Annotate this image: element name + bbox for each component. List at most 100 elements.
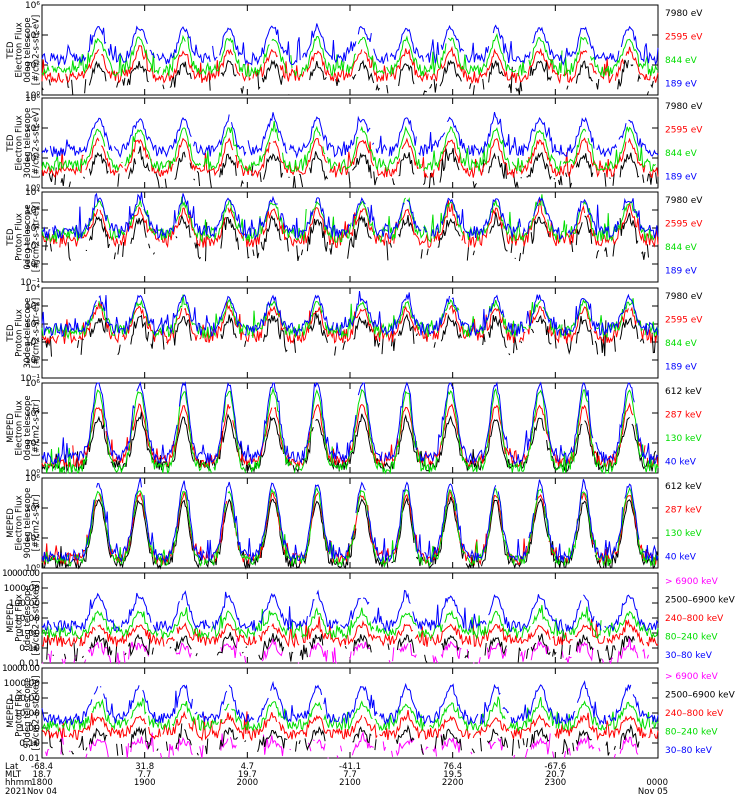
y-axis-label-line: [#/cm2-s-str] <box>32 495 42 552</box>
y-axis-label-line: Electron Flux <box>15 495 25 550</box>
hhmm-value: 1900 <box>134 778 156 788</box>
lat-value: -68.4 <box>31 762 53 772</box>
legend-entry: 287 keV <box>665 506 702 516</box>
legend-entry: 130 keV <box>665 434 702 444</box>
legend-entry: 40 keV <box>665 458 697 468</box>
y-tick-label: 0.10 <box>19 739 40 749</box>
y-axis-label-line: [#/cm2-s-str-eV] <box>32 108 42 178</box>
legend-entry: 2595 eV <box>665 126 703 136</box>
panel-8: 0.01 0.10 1.00 10.00 100.00 1000.00 10000.00 ME… <box>2 664 736 764</box>
legend-entry: 189 eV <box>665 80 698 90</box>
y-axis-label-line: Electron Flux <box>15 115 25 170</box>
legend-entry: 287 keV <box>665 411 702 421</box>
series-line <box>41 290 659 338</box>
y-axis-label-line: [#/cm2-s-str-eV] <box>32 202 42 272</box>
legend-entry: 189 eV <box>665 363 698 373</box>
series-line <box>41 710 659 742</box>
y-axis-label-line: 30deg telescope <box>23 108 33 179</box>
y-axis-label-line: MEPED <box>6 698 16 728</box>
hhmm-value: 2000 <box>237 778 259 788</box>
legend-entry: 189 eV <box>665 173 698 183</box>
legend-entry: 7980 eV <box>665 9 703 19</box>
y-tick-label: 0.10 <box>19 644 40 654</box>
y-tick-label: 1.00 <box>19 724 40 734</box>
y-tick-label: 100.00 <box>9 694 40 704</box>
y-axis-label-line: TED <box>6 324 16 343</box>
x-axis-row-label: Lat <box>5 762 19 772</box>
series-line <box>48 146 658 189</box>
legend-entry: 80–240 keV <box>665 728 718 738</box>
series-line <box>41 477 659 564</box>
y-axis-label-line: [#/cm2-s-str-keV] <box>32 676 42 751</box>
legend-entry: 612 keV <box>665 387 702 397</box>
y-tick-label: 10² <box>25 534 40 544</box>
x-axis-row-label: hhmm <box>5 778 32 788</box>
legend-entry: 2500–6900 keV <box>665 691 736 701</box>
y-tick-label: 10⁶ <box>25 474 40 484</box>
legend-entry: 2500–6900 keV <box>665 596 736 606</box>
legend-entry: 844 eV <box>665 149 698 159</box>
y-axis-label-line: 0deg telescope <box>23 204 33 269</box>
y-tick-label: 10⁰ <box>25 469 40 479</box>
hhmm-value: 2200 <box>442 778 464 788</box>
legend-entry: > 6900 keV <box>665 577 719 587</box>
date-end: Nov 05 <box>638 787 668 797</box>
y-axis-label-line: 0deg telescope <box>23 585 33 650</box>
y-tick-label: 10² <box>25 61 40 71</box>
legend-entry: 612 keV <box>665 482 702 492</box>
lat-value: 31.8 <box>135 762 154 772</box>
lat-value: -67.6 <box>544 762 566 772</box>
lat-value: 4.7 <box>241 762 255 772</box>
legend-entry: 7980 eV <box>665 196 703 206</box>
y-tick-label: 10² <box>25 320 40 330</box>
lat-value: -41.1 <box>339 762 361 772</box>
series-line <box>41 381 659 466</box>
y-tick-label: 10³ <box>25 302 40 312</box>
y-axis-label-line: MEPED <box>6 413 16 443</box>
y-tick-label: 10.00 <box>14 709 40 719</box>
legend-entry: 240–800 keV <box>665 614 724 624</box>
legend-entry: 30–80 keV <box>665 651 713 661</box>
legend-entry: 844 eV <box>665 339 698 349</box>
y-axis-label-line: 90deg telescope <box>23 678 33 749</box>
series-line <box>42 412 658 472</box>
mlt-value: 7.7 <box>343 770 357 780</box>
y-tick-label: 10² <box>25 154 40 164</box>
y-tick-label: 10¹ <box>25 338 40 348</box>
y-axis-label-line: [#/cm2-s-str-eV] <box>32 15 42 85</box>
series-line <box>41 23 659 67</box>
y-tick-label: 10² <box>25 439 40 449</box>
legend-entry: 844 eV <box>665 56 698 66</box>
legend-entry: 80–240 keV <box>665 633 718 643</box>
series-line <box>41 192 659 240</box>
mlt-value: 19.7 <box>238 770 257 780</box>
y-tick-label: 10⁰ <box>25 260 40 270</box>
y-tick-label: 10⁶ <box>25 94 40 104</box>
panel-7: 0.01 0.10 1.00 10.00 100.00 1000.00 10000.00 ME… <box>2 569 736 669</box>
y-tick-label: 10000.00 <box>2 569 40 579</box>
x-axis-row-label: MLT <box>5 770 22 780</box>
series-line <box>41 589 659 634</box>
mlt-value: 18.7 <box>33 770 52 780</box>
hhmm-value: 2300 <box>545 778 567 788</box>
series-line <box>41 32 659 78</box>
y-tick-label: 10¹ <box>25 242 40 252</box>
y-axis-label-line: TED <box>6 41 16 60</box>
y-tick-label: 10⁰ <box>25 356 40 366</box>
y-tick-label: 10⁴ <box>25 31 40 41</box>
y-tick-label: 10⁶ <box>25 379 40 389</box>
y-tick-label: 1000.00 <box>4 679 41 689</box>
y-tick-label: 10⁴ <box>25 124 40 134</box>
y-axis-label-line: Proton Flux <box>15 213 25 261</box>
y-tick-label: 0.01 <box>19 754 40 764</box>
series-line <box>41 696 659 733</box>
lat-value: 76.4 <box>443 762 462 772</box>
y-axis-label-line: TED <box>6 228 16 247</box>
y-axis-label-line: Proton Flux <box>15 309 25 357</box>
series-line <box>41 486 659 569</box>
x-axis-annotation: LatMLThhmm2021-68.418.7180031.87.719004.… <box>5 762 668 797</box>
plot-frame <box>41 667 659 759</box>
